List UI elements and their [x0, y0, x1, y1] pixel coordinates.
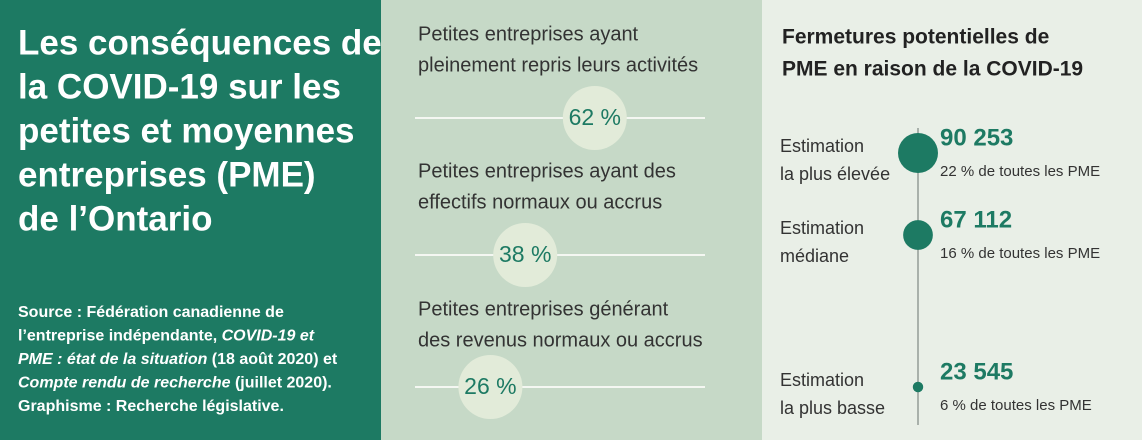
indicator-label: effectifs normaux ou accrus — [418, 191, 662, 213]
indicator-value: 26 % — [464, 373, 516, 399]
estimate-label: médiane — [780, 246, 849, 266]
closures-title: Fermetures potentielles de — [782, 26, 1049, 49]
title-line: petites et moyennes — [18, 111, 355, 150]
indicator-label: Petites entreprises ayant — [418, 23, 639, 45]
source-line: PME : état de la situation (18 août 2020… — [18, 351, 338, 368]
closures-title: PME en raison de la COVID-19 — [782, 58, 1083, 81]
source-segment: Compte rendu de recherche — [18, 375, 231, 392]
estimate-label: la plus basse — [780, 398, 885, 418]
source-segment: Graphisme : Recherche législative. — [18, 398, 284, 415]
left-panel — [0, 0, 381, 440]
source-segment: (18 août 2020) et — [207, 351, 338, 368]
source-segment: (juillet 2020). — [231, 375, 332, 392]
estimate-marker — [903, 220, 933, 250]
source-segment: PME : état de la situation — [18, 351, 208, 368]
source-line: l’entreprise indépendante, COVID-19 et — [18, 328, 315, 345]
indicator-label: Petites entreprises ayant des — [418, 160, 676, 182]
right-panel — [762, 0, 1142, 440]
title-line: entreprises (PME) — [18, 155, 316, 194]
indicator-value: 38 % — [499, 241, 551, 267]
title-line: de l’Ontario — [18, 199, 212, 238]
indicator-label: Petites entreprises générant — [418, 298, 669, 320]
estimate-label: Estimation — [780, 370, 864, 390]
indicator-marker — [493, 223, 558, 287]
estimate-label: Estimation — [780, 136, 864, 156]
indicator-value: 62 % — [569, 104, 621, 130]
source-line: Graphisme : Recherche législative. — [18, 398, 284, 415]
estimate-label: Estimation — [780, 218, 864, 238]
title-line: la COVID-19 sur les — [18, 67, 341, 106]
estimate-value: 90 253 — [940, 124, 1013, 151]
source-line: Compte rendu de recherche (juillet 2020)… — [18, 375, 332, 392]
indicator-marker — [458, 355, 523, 419]
source-segment: COVID-19 et — [222, 328, 315, 345]
title-line: Les conséquences de — [18, 23, 382, 62]
estimate-share: 6 % de toutes les PME — [940, 397, 1092, 414]
source-segment: l’entreprise indépendante, — [18, 328, 222, 345]
source-line: Source : Fédération canadienne de — [18, 304, 284, 321]
source-segment: Source : Fédération canadienne de — [18, 304, 284, 321]
estimate-marker — [912, 381, 924, 393]
estimate-label: la plus élevée — [780, 164, 890, 184]
indicator-label: des revenus normaux ou accrus — [418, 329, 703, 351]
estimate-marker — [898, 133, 938, 173]
indicator-label: pleinement repris leurs activités — [418, 54, 698, 76]
estimate-share: 16 % de toutes les PME — [940, 245, 1100, 262]
middle-panel — [381, 0, 762, 440]
estimate-share: 22 % de toutes les PME — [940, 163, 1100, 180]
indicator-marker — [562, 86, 627, 150]
estimate-value: 67 112 — [940, 206, 1012, 233]
estimate-value: 23 545 — [940, 358, 1013, 385]
